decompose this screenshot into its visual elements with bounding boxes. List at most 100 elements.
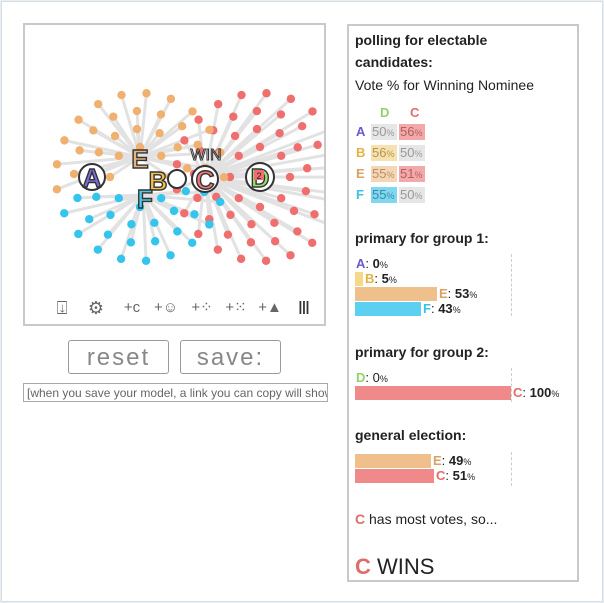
add-crowd-tool-icon[interactable]: +⁘ <box>191 299 213 316</box>
vote-line <box>77 118 141 159</box>
reset-button[interactable]: reset <box>68 340 169 374</box>
voter-dot <box>261 256 271 265</box>
voter-dot <box>150 218 159 227</box>
vote-line <box>138 98 173 158</box>
voter-dot <box>135 142 145 152</box>
vote-line <box>204 130 324 179</box>
voter-dot <box>286 251 295 260</box>
candidate-A-ring <box>78 163 106 191</box>
voter-dot <box>132 124 142 134</box>
voter-map[interactable]: AEBFCWIND2 <box>25 25 324 324</box>
voter-dot <box>135 202 145 212</box>
voter-dot <box>236 254 246 264</box>
add-triangle-tool-icon[interactable]: +▲ <box>258 299 282 316</box>
voter-dot <box>205 125 214 135</box>
voter-dot <box>216 148 225 157</box>
voter-dot <box>247 220 256 229</box>
poll-cell: 51% <box>399 166 425 182</box>
voter-dot <box>293 227 302 236</box>
candidate-F-token: F <box>137 184 153 214</box>
voter-dot <box>105 172 115 182</box>
poll-row-label: A <box>356 124 366 139</box>
vote-line <box>139 155 171 179</box>
voter-dot <box>277 151 286 160</box>
voter-dot <box>230 131 240 141</box>
bar <box>355 302 421 316</box>
vote-line <box>77 193 144 200</box>
save-link-field[interactable]: [when you save your model, a link you ca… <box>23 383 328 402</box>
vote-line <box>142 193 221 204</box>
voter-dot <box>60 136 69 145</box>
voter-dot <box>194 115 203 124</box>
columns-tool-icon[interactable]: Ⅲ <box>297 298 311 318</box>
vote-line <box>64 138 141 159</box>
voter-dot <box>126 238 136 247</box>
candidate-A-token: A <box>83 163 102 193</box>
voter-dot <box>270 218 279 227</box>
voter-dot <box>93 245 103 254</box>
voter-dot <box>225 172 235 182</box>
voter-dot <box>169 206 179 216</box>
voter-dot <box>275 128 284 138</box>
voter-dot <box>181 186 191 196</box>
poll-row-label: E <box>356 166 365 181</box>
poll-row-label: F <box>356 187 364 202</box>
ballot-tool-icon[interactable]: ⍗ <box>56 298 68 318</box>
voter-dot <box>190 210 199 219</box>
voter-dot <box>93 99 103 109</box>
vote-line <box>96 194 145 251</box>
voter-dot <box>52 160 62 169</box>
vote-line <box>203 94 243 178</box>
bar <box>355 469 434 483</box>
voter-dot <box>234 194 243 203</box>
voter-dot <box>114 194 123 203</box>
voter-dot <box>60 209 69 218</box>
voter-dot <box>276 110 286 119</box>
voter-dot <box>270 237 280 246</box>
voter-dot <box>103 230 113 239</box>
bar <box>355 287 437 301</box>
save-button[interactable]: save: <box>180 340 281 374</box>
poll-cell: 50% <box>399 187 425 203</box>
voter-dot <box>157 194 166 203</box>
voter-dot <box>285 172 295 182</box>
voter-dot <box>255 202 265 212</box>
voter-dot <box>237 90 246 100</box>
polling-title: polling for electable <box>355 32 488 48</box>
voter-dot <box>166 251 175 260</box>
simulation-canvas[interactable]: AEBFCWIND2 <box>23 23 326 326</box>
vote-line <box>141 193 194 244</box>
voter-dot <box>110 131 120 141</box>
vote-line <box>204 153 324 179</box>
voter-dot <box>109 112 118 121</box>
gear-tool-icon[interactable]: ⚙ <box>87 298 105 318</box>
center-ring <box>167 169 187 189</box>
poll-cell: 56% <box>371 145 397 161</box>
voter-dot <box>277 194 286 203</box>
voter-dot <box>289 206 299 216</box>
voter-dot <box>234 151 243 160</box>
add-voter-tool-icon[interactable]: +☺ <box>154 299 179 316</box>
voter-dot <box>117 90 126 100</box>
vote-line <box>203 176 268 262</box>
voter-dot <box>286 94 296 104</box>
add-grid-tool-icon[interactable]: +⁙ <box>225 299 247 316</box>
voter-dot <box>106 210 115 220</box>
voter-dot <box>69 169 79 179</box>
voter-dot <box>193 193 202 203</box>
divider <box>511 452 512 486</box>
voter-dot <box>177 121 187 131</box>
add-candidate-tool-icon[interactable]: +c <box>123 299 141 316</box>
poll-cell: 55% <box>371 187 397 203</box>
voter-dot <box>223 230 233 239</box>
toolbar: ⍗ ⚙ +c +☺ +⁘ +⁙ +▲ Ⅲ <box>24 292 324 328</box>
voter-dot <box>180 136 189 145</box>
vote-line <box>203 97 292 179</box>
vote-line <box>96 103 142 158</box>
voter-dot <box>89 126 98 135</box>
voter-dot <box>297 121 307 131</box>
bar <box>355 454 431 468</box>
vote-line <box>56 155 141 166</box>
poll-col-C: C <box>410 105 420 120</box>
primary2-title: primary for group 2: <box>355 344 489 360</box>
